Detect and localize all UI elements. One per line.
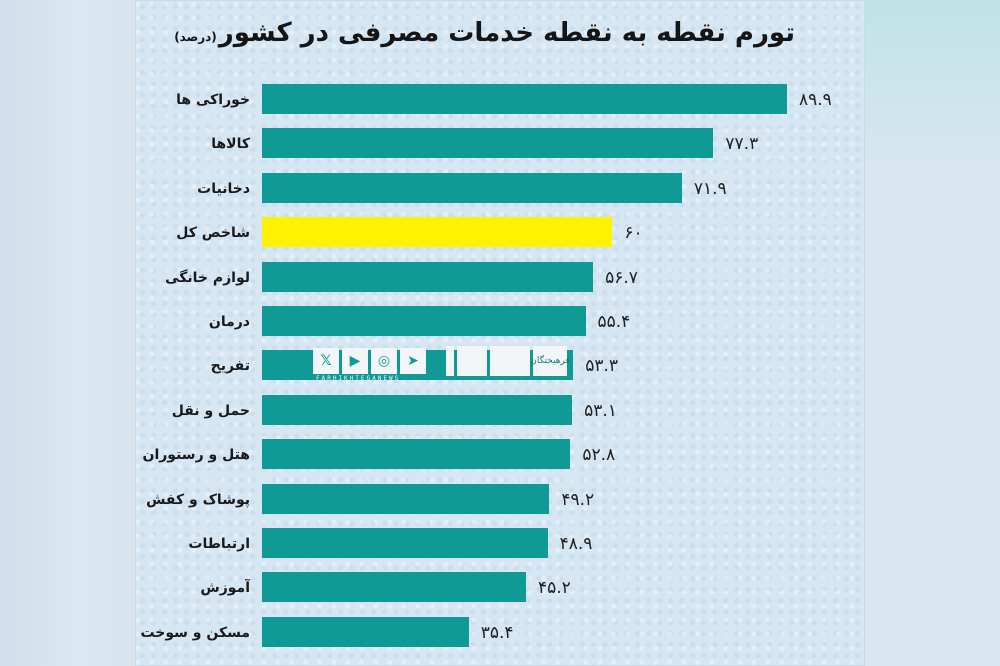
value-label: ۵۲.۸ [582, 445, 616, 466]
watermark-shape [457, 346, 487, 376]
bar-highlight [262, 217, 613, 248]
watermark-handle: FARHIKHTEGANEWS [316, 375, 401, 382]
bar-row: درمان ۵۵.۴ [135, 306, 865, 338]
value-label: ۴۹.۲ [561, 489, 595, 510]
value-label: ۴۸.۹ [559, 534, 593, 554]
bar-row: لوازم خانگی ۵۶.۷ [135, 261, 865, 294]
value-label: ۵۶.۷ [605, 267, 638, 288]
bar-row: پوشاک و کفش ۴۹.۲ [135, 483, 865, 516]
value-label: ۵۳.۳ [585, 356, 619, 377]
category-label: خوراکی ها [176, 92, 250, 108]
bar-row: شاخص کل ۶۰ [135, 217, 865, 249]
bar-row: مسکن و سوخت ۳۵.۴ [135, 616, 865, 649]
background-left [0, 0, 135, 666]
watermark-shape [446, 346, 454, 376]
x-icon: 𝕏 [313, 348, 339, 374]
chart-title-text: تورم نقطه به نقطه خدمات مصرفی در کشور [218, 18, 795, 48]
bar [262, 572, 526, 603]
category-label: مسکن و سوخت [140, 624, 250, 641]
chart-title: تورم نقطه به نقطه خدمات مصرفی در کشور(در… [174, 18, 795, 48]
value-label: ۵۵.۴ [597, 312, 631, 332]
value-label: ۳۵.۴ [480, 622, 514, 643]
value-label: ۵۳.۱ [584, 400, 617, 421]
chart-panel: تورم نقطه به نقطه خدمات مصرفی در کشور(در… [135, 0, 865, 666]
bar [262, 261, 594, 292]
value-label: ۷۱.۹ [693, 178, 727, 199]
bar-row: آموزش ۴۵.۲ [135, 572, 865, 604]
watermark: 𝕏 ▶ ◎ ➤ فرهیختگان [313, 345, 570, 377]
category-label: شاخص کل [176, 225, 250, 242]
bar [262, 616, 469, 647]
youtube-icon: ▶ [342, 348, 368, 374]
bar-row: خوراکی ها ۸۹.۹ [135, 84, 865, 116]
chart-unit: (درصد) [174, 30, 217, 44]
category-label: هتل و رستوران [142, 447, 251, 464]
category-label: پوشاک و کفش [146, 491, 250, 508]
category-label: کالاها [211, 136, 250, 153]
category-label: لوازم خانگی [165, 269, 250, 286]
value-label: ۶۰ [624, 223, 643, 244]
category-label: تفریح [210, 358, 250, 375]
bar [262, 306, 586, 336]
value-label: ۷۷.۳ [725, 134, 759, 155]
bar-row: ارتباطات ۴۸.۹ [135, 528, 865, 560]
value-label: ۴۵.۲ [537, 578, 571, 599]
bar [262, 128, 714, 159]
bar [262, 439, 571, 470]
instagram-icon: ◎ [371, 348, 397, 374]
bar-row: کالاها ۷۷.۳ [135, 128, 865, 160]
value-label: ۸۹.۹ [799, 90, 832, 110]
telegram-icon: ➤ [400, 348, 426, 374]
publisher-logo: فرهیختگان [530, 346, 570, 376]
bar-row: هتل و رستوران ۵۲.۸ [135, 439, 865, 471]
bar-row: حمل و نقل ۵۳.۱ [135, 394, 865, 427]
background-right [865, 0, 1000, 666]
category-label: ارتباطات [188, 536, 250, 552]
bar [262, 84, 787, 114]
category-label: دخانیات [197, 180, 250, 197]
bar [262, 528, 548, 558]
category-label: آموزش [200, 580, 250, 597]
bar [262, 483, 550, 514]
category-label: حمل و نقل [171, 402, 250, 419]
watermark-shape [490, 346, 530, 376]
category-label: درمان [208, 314, 250, 330]
bar [262, 394, 573, 425]
bar [262, 172, 682, 203]
bar-row: دخانیات ۷۱.۹ [135, 172, 865, 205]
